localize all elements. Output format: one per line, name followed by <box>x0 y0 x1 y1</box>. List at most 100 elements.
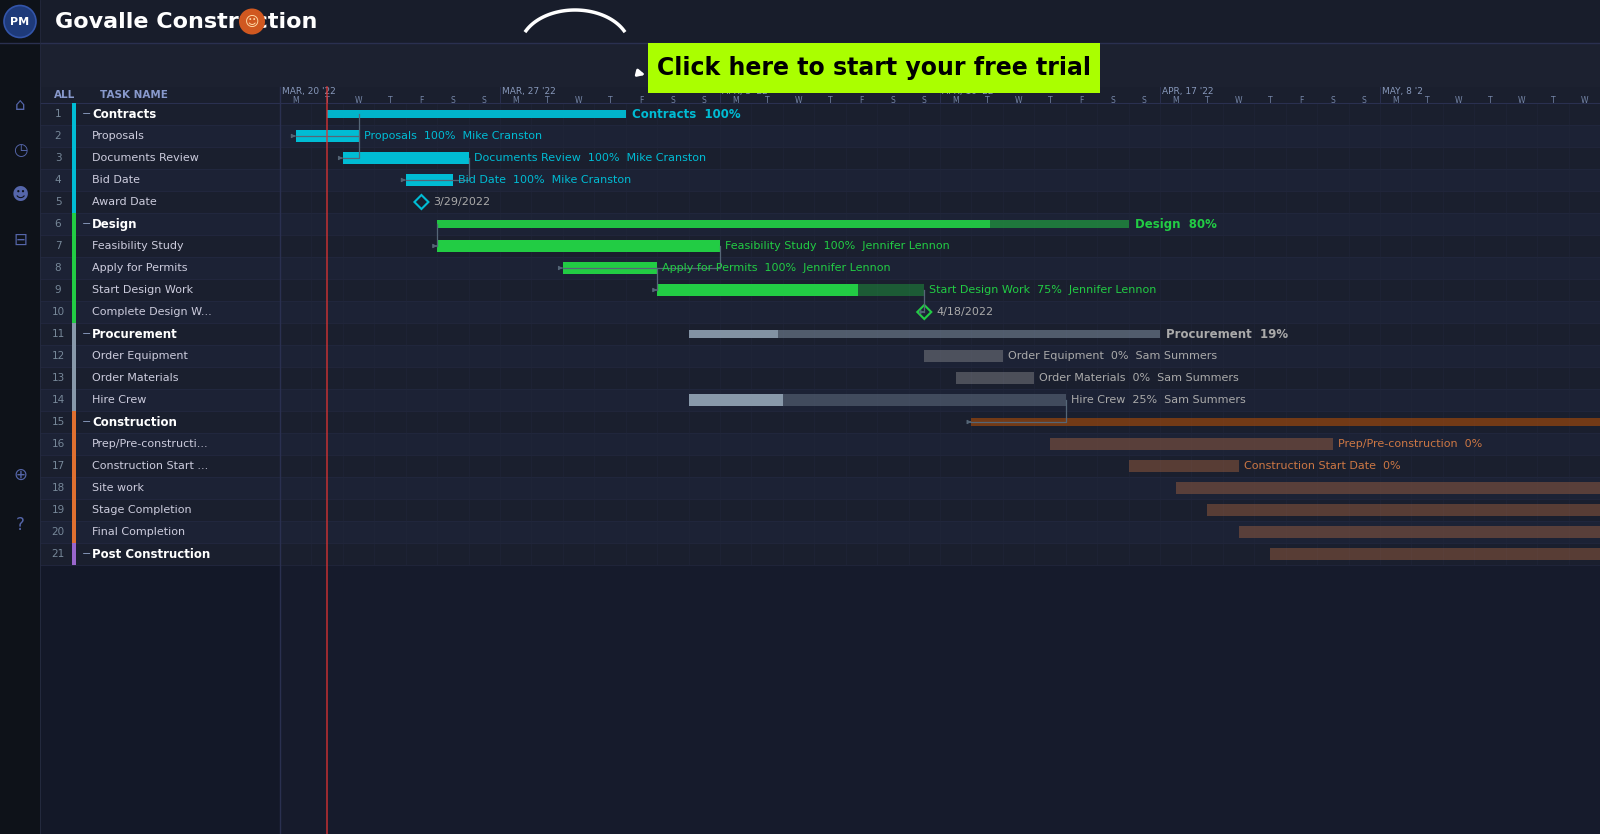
Text: ☻: ☻ <box>11 186 29 204</box>
FancyBboxPatch shape <box>280 257 1600 279</box>
FancyBboxPatch shape <box>688 394 1066 405</box>
FancyBboxPatch shape <box>280 235 1600 257</box>
FancyBboxPatch shape <box>1206 505 1600 515</box>
Text: W: W <box>1014 96 1022 104</box>
Text: 2: 2 <box>54 131 61 141</box>
FancyBboxPatch shape <box>40 169 280 191</box>
Text: T: T <box>387 96 392 104</box>
Text: APR, 17 '22: APR, 17 '22 <box>1162 87 1213 96</box>
Text: T: T <box>1488 96 1493 104</box>
FancyBboxPatch shape <box>437 240 720 252</box>
Text: S: S <box>1110 96 1115 104</box>
Text: Order Equipment: Order Equipment <box>93 351 187 361</box>
Text: W: W <box>1235 96 1242 104</box>
FancyBboxPatch shape <box>280 191 1600 213</box>
FancyBboxPatch shape <box>1128 460 1238 472</box>
Text: Design: Design <box>93 218 138 230</box>
FancyBboxPatch shape <box>72 191 77 213</box>
Text: Hire Crew: Hire Crew <box>93 395 146 405</box>
Text: 8: 8 <box>54 263 61 273</box>
FancyBboxPatch shape <box>72 169 77 191</box>
Text: 1: 1 <box>54 109 61 119</box>
Text: PM: PM <box>11 17 29 27</box>
Text: Construction Start Date  0%: Construction Start Date 0% <box>1243 461 1400 471</box>
Text: Procurement  19%: Procurement 19% <box>1166 328 1288 340</box>
Circle shape <box>238 8 266 34</box>
Text: 17: 17 <box>51 461 64 471</box>
Text: S: S <box>1331 96 1336 104</box>
Text: 13: 13 <box>51 373 64 383</box>
Text: −: − <box>82 329 91 339</box>
Text: ◷: ◷ <box>13 141 27 159</box>
FancyBboxPatch shape <box>40 367 280 389</box>
Text: 20: 20 <box>51 527 64 537</box>
FancyBboxPatch shape <box>280 301 1600 323</box>
Text: M: M <box>1392 96 1398 104</box>
Text: Apply for Permits: Apply for Permits <box>93 263 187 273</box>
Text: T: T <box>325 96 330 104</box>
FancyBboxPatch shape <box>342 153 469 163</box>
FancyBboxPatch shape <box>280 87 1600 834</box>
Text: M: M <box>952 96 958 104</box>
FancyBboxPatch shape <box>280 521 1600 543</box>
Text: M: M <box>512 96 518 104</box>
Text: Design  80%: Design 80% <box>1134 218 1216 230</box>
Text: ⊟: ⊟ <box>13 231 27 249</box>
FancyBboxPatch shape <box>72 433 77 455</box>
FancyBboxPatch shape <box>72 411 77 433</box>
Text: Order Equipment  0%  Sam Summers: Order Equipment 0% Sam Summers <box>1008 351 1218 361</box>
Text: F: F <box>1080 96 1083 104</box>
Text: S: S <box>891 96 896 104</box>
FancyBboxPatch shape <box>72 367 77 389</box>
FancyBboxPatch shape <box>406 174 453 186</box>
FancyBboxPatch shape <box>72 279 77 301</box>
FancyBboxPatch shape <box>40 389 280 411</box>
Text: Order Materials  0%  Sam Summers: Order Materials 0% Sam Summers <box>1040 373 1238 383</box>
Text: 4/18/2022: 4/18/2022 <box>936 307 994 317</box>
FancyBboxPatch shape <box>280 389 1600 411</box>
Text: Feasibility Study  100%  Jennifer Lennon: Feasibility Study 100% Jennifer Lennon <box>725 241 950 251</box>
Text: Prep/Pre-constructi...: Prep/Pre-constructi... <box>93 439 208 449</box>
Text: Documents Review  100%  Mike Cranston: Documents Review 100% Mike Cranston <box>474 153 706 163</box>
FancyBboxPatch shape <box>72 521 77 543</box>
FancyBboxPatch shape <box>296 130 358 142</box>
Text: Documents Review: Documents Review <box>93 153 198 163</box>
FancyBboxPatch shape <box>40 301 280 323</box>
Text: 18: 18 <box>51 483 64 493</box>
Text: Apply for Permits  100%  Jennifer Lennon: Apply for Permits 100% Jennifer Lennon <box>662 263 891 273</box>
Text: Click here to start your free trial: Click here to start your free trial <box>658 56 1091 80</box>
FancyBboxPatch shape <box>40 499 280 521</box>
Text: T: T <box>1426 96 1429 104</box>
Text: MAR, 27 '22: MAR, 27 '22 <box>502 87 555 96</box>
Text: Final Completion: Final Completion <box>93 527 186 537</box>
Text: 19: 19 <box>51 505 64 515</box>
Text: W: W <box>1581 96 1589 104</box>
FancyBboxPatch shape <box>40 521 280 543</box>
Text: APR, 10 '22: APR, 10 '22 <box>942 87 994 96</box>
FancyBboxPatch shape <box>563 262 658 274</box>
Text: 9: 9 <box>54 285 61 295</box>
FancyBboxPatch shape <box>326 110 626 118</box>
FancyBboxPatch shape <box>280 499 1600 521</box>
Text: ⌂: ⌂ <box>14 96 26 114</box>
FancyBboxPatch shape <box>971 418 1600 426</box>
Text: TASK NAME: TASK NAME <box>99 90 168 100</box>
Text: F: F <box>419 96 424 104</box>
Text: S: S <box>922 96 926 104</box>
Text: 10: 10 <box>51 307 64 317</box>
Text: Proposals: Proposals <box>93 131 146 141</box>
FancyBboxPatch shape <box>1270 548 1600 560</box>
FancyBboxPatch shape <box>40 213 280 235</box>
FancyBboxPatch shape <box>40 147 280 169</box>
Text: Bid Date  100%  Mike Cranston: Bid Date 100% Mike Cranston <box>458 175 630 185</box>
FancyBboxPatch shape <box>280 367 1600 389</box>
Text: F: F <box>640 96 643 104</box>
Text: ?: ? <box>16 516 24 534</box>
Text: −: − <box>82 219 91 229</box>
Text: 3/29/2022: 3/29/2022 <box>434 197 491 207</box>
FancyBboxPatch shape <box>280 345 1600 367</box>
FancyBboxPatch shape <box>296 130 358 142</box>
FancyBboxPatch shape <box>40 543 280 565</box>
Text: W: W <box>355 96 362 104</box>
Text: 11: 11 <box>51 329 64 339</box>
